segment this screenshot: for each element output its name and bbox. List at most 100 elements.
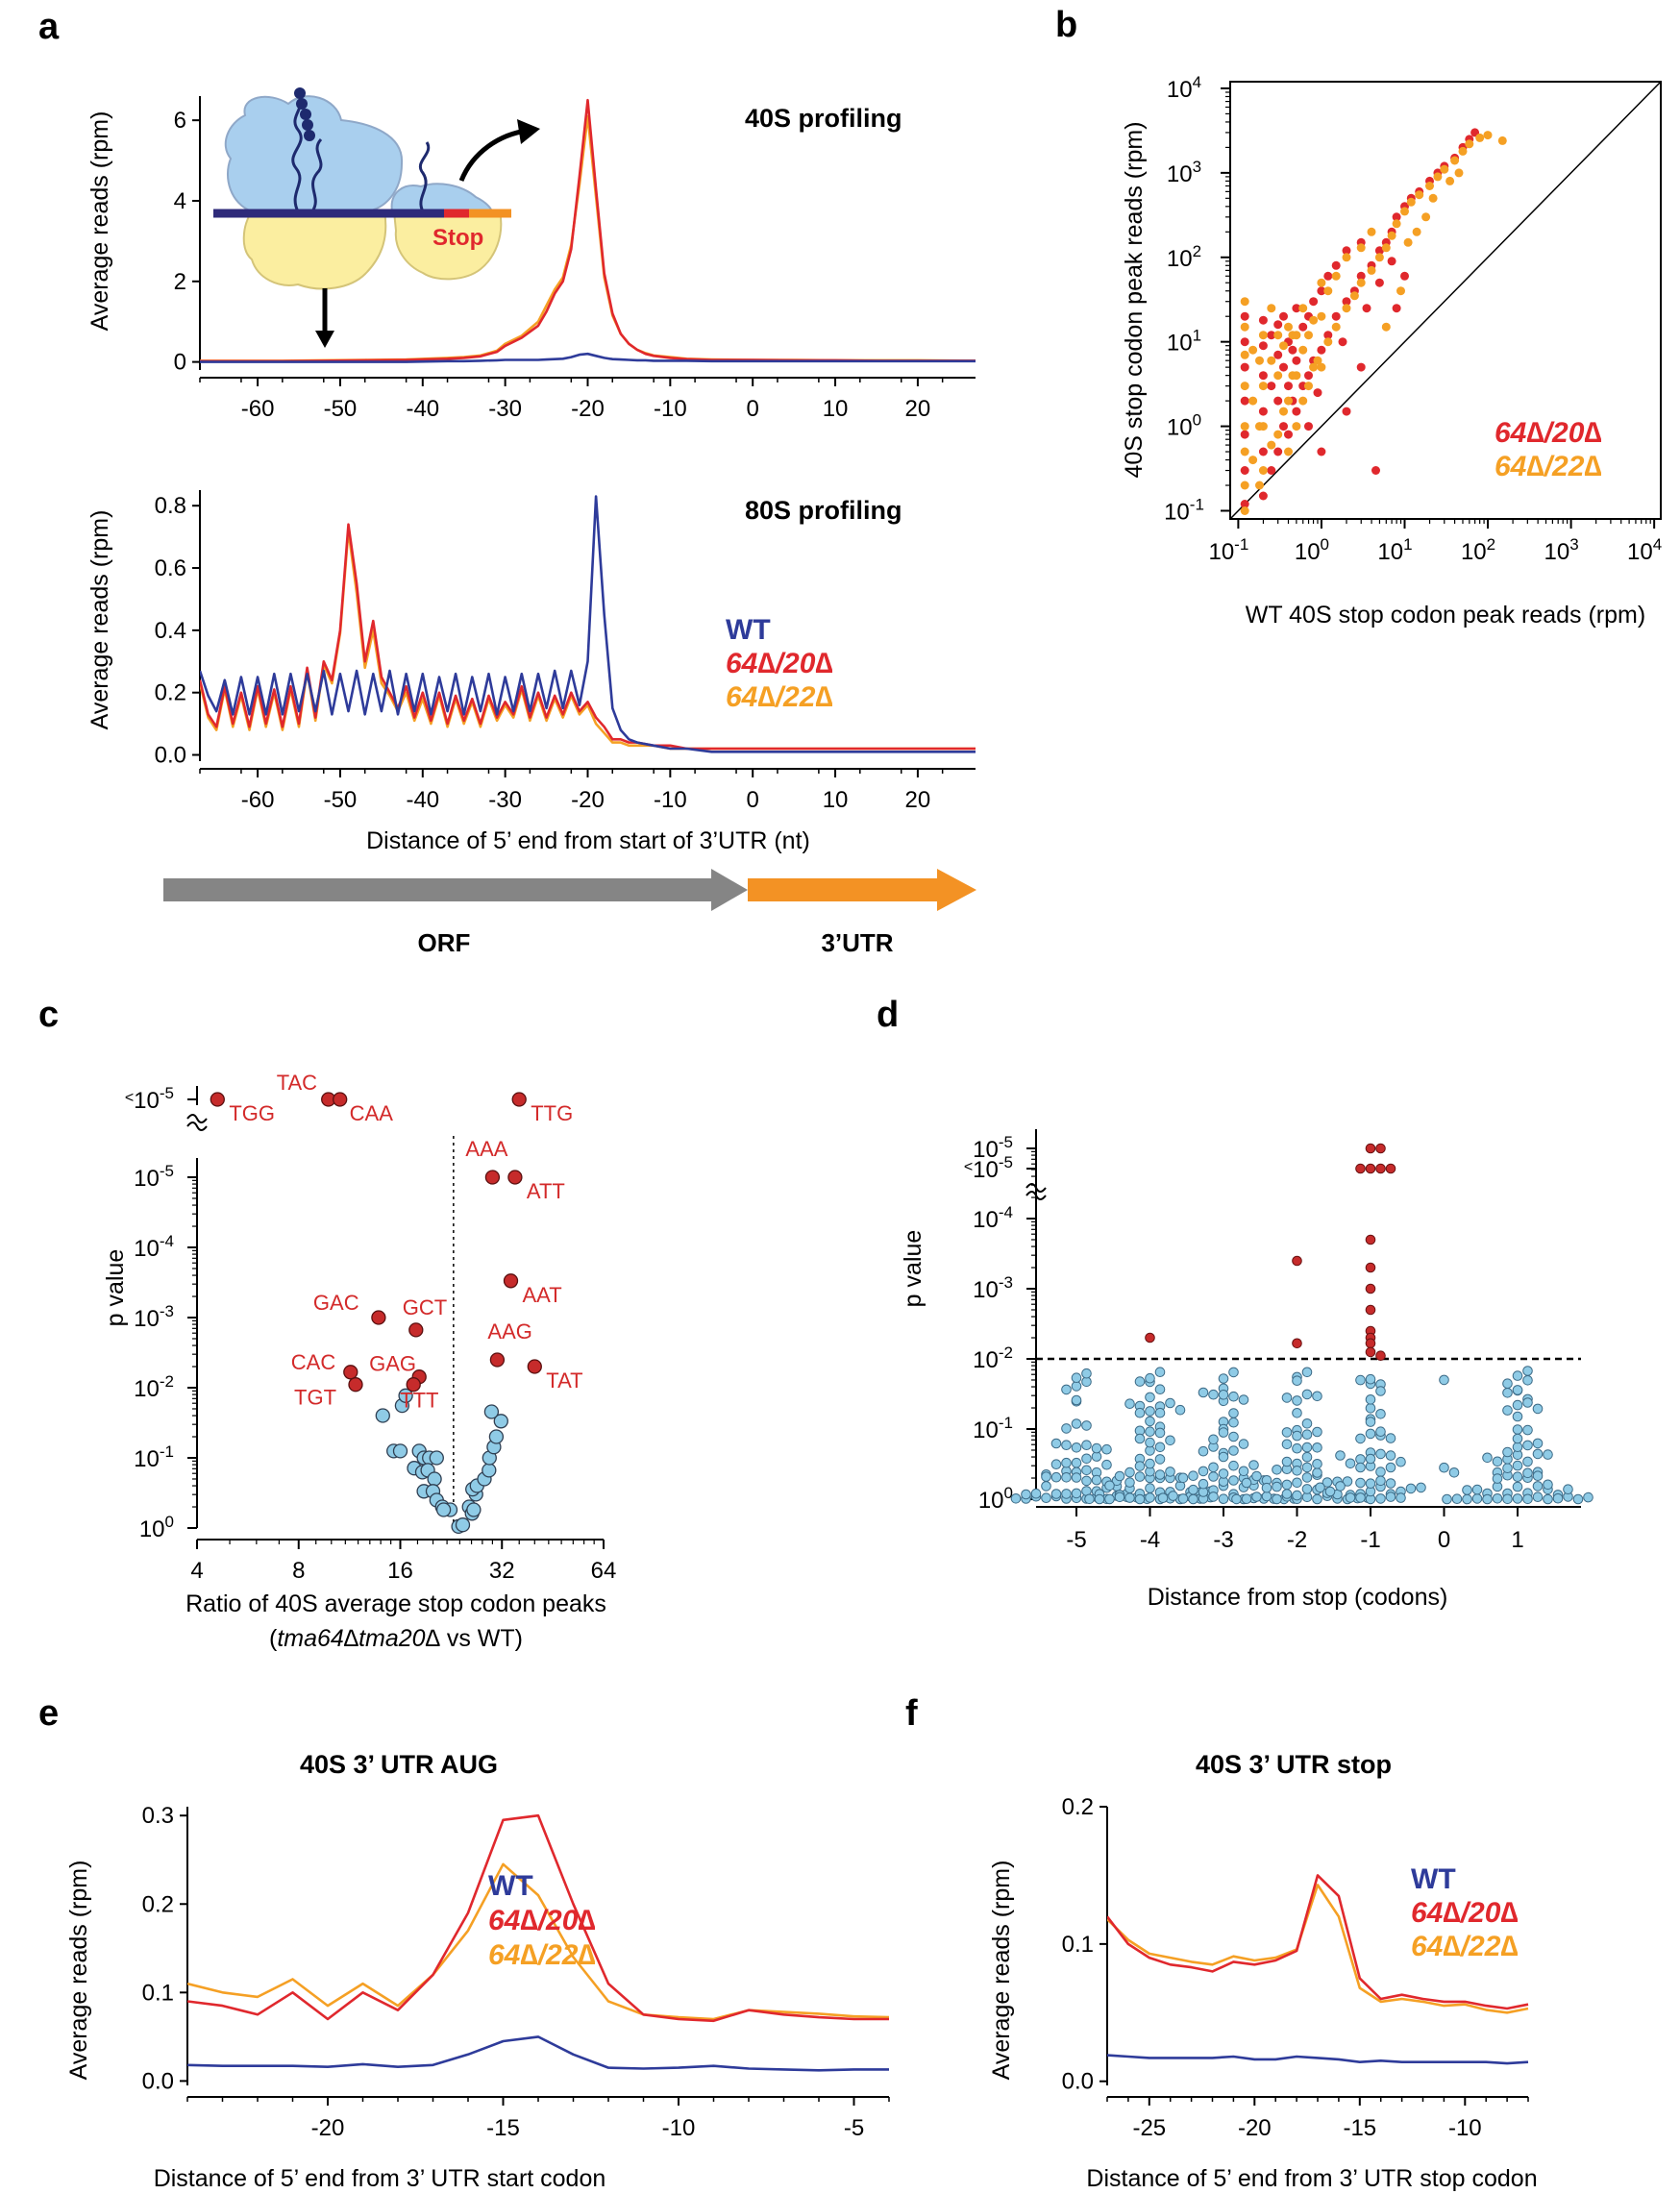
series-line-wt [1107, 2054, 1529, 2065]
x-tick-label: -40 [406, 396, 439, 422]
scatter-point-m22 [1284, 447, 1293, 456]
scatter-point-m22 [1396, 286, 1405, 296]
position-point-ns [1188, 1470, 1198, 1481]
position-point-ns [1385, 1462, 1396, 1473]
c-axes: 100 10-1 10-2 10-3 10-4 10-5 <10-5 4 8 16 32 64 [125, 1084, 617, 1584]
x-tick-label: -30 [488, 787, 522, 813]
scatter-point-m20 [1240, 396, 1249, 406]
position-point-ns [1563, 1484, 1573, 1494]
scatter-point-m22 [1323, 286, 1333, 296]
position-point-ns [1228, 1367, 1239, 1378]
position-point-sig [1145, 1332, 1155, 1344]
codon-label: TTG [531, 1101, 573, 1125]
position-point-ns [1492, 1456, 1503, 1467]
scatter-point-m20 [1279, 422, 1288, 431]
y-tick-label: 6 [174, 108, 186, 134]
x-tick-label: -15 [1343, 2115, 1376, 2141]
codon-label: AAT [522, 1283, 561, 1307]
position-point-sig [1365, 1163, 1376, 1174]
codon-label: TAT [546, 1368, 582, 1393]
position-point-ns [1145, 1492, 1155, 1503]
position-point-ns [1416, 1482, 1426, 1493]
scatter-point-m20 [1356, 271, 1366, 281]
scatter-point-m22 [1248, 396, 1258, 406]
e-ylabel: Average reads (rpm) [65, 1861, 92, 2081]
a-bottom-title: 80S profiling [745, 496, 902, 525]
position-point-ns [1439, 1462, 1449, 1473]
series-line-wt [200, 352, 976, 363]
position-point-ns [1061, 1489, 1072, 1499]
codon-label: ATT [527, 1179, 565, 1203]
position-point-ns [1301, 1462, 1313, 1473]
position-point-ns [1355, 1462, 1366, 1473]
scatter-point-m20 [1356, 362, 1366, 372]
codon-point-sig [484, 1170, 501, 1185]
f-axes: 0.0 0.1 0.2 -25 -20 -15 -10 [1062, 1794, 1529, 2141]
position-point-sig [1365, 1143, 1376, 1154]
x-tick-label: 1 [1511, 1527, 1523, 1553]
scatter-point-m20 [1240, 466, 1249, 475]
panel-label-f: f [905, 1693, 918, 1734]
scatter-point-m22 [1248, 456, 1258, 465]
position-point-ns [1342, 1476, 1353, 1487]
position-point-ns [1292, 1395, 1302, 1406]
c-xlabel-italic: tma64∆tma20∆ [277, 1625, 440, 1652]
position-point-ns [1208, 1471, 1219, 1482]
scatter-point-m22 [1240, 447, 1249, 456]
position-point-ns [1312, 1467, 1322, 1478]
position-point-ns [1292, 1466, 1302, 1476]
position-point-sig [1365, 1304, 1376, 1316]
codon-point-sig [489, 1352, 506, 1368]
legend-wt: WT [726, 614, 771, 646]
position-point-ns [1228, 1431, 1239, 1442]
scatter-point-m22 [1497, 136, 1507, 145]
position-point-ns [1228, 1445, 1239, 1456]
position-point-ns [1228, 1391, 1239, 1402]
scatter-point-m20 [1258, 371, 1268, 381]
y-tick-label: 10-2 [973, 1344, 1013, 1373]
codon-label: GCT [403, 1295, 447, 1319]
scatter-point-m20 [1317, 345, 1326, 355]
scatter-point-m22 [1367, 265, 1376, 275]
scatter-point-m20 [1304, 422, 1313, 431]
series-line-m22 [187, 1862, 890, 2021]
scatter-point-m22 [1258, 466, 1268, 475]
scatter-point-m22 [1255, 356, 1264, 365]
scatter-point-m22 [1374, 253, 1384, 262]
codon-point-sig [503, 1273, 519, 1289]
position-point-ns [1071, 1418, 1082, 1429]
large-subunit-shape-2 [392, 210, 503, 281]
position-point-ns [1543, 1479, 1553, 1491]
position-point-ns [1375, 1467, 1386, 1477]
scatter-point-m22 [1475, 133, 1485, 142]
x-tick-label: 20 [905, 396, 931, 422]
y-tick-label: 0.3 [142, 1803, 174, 1829]
position-point-ns [1050, 1438, 1062, 1449]
codon-point-ns [493, 1414, 508, 1429]
y-tick-label: 0.2 [1062, 1794, 1094, 1820]
position-point-ns [1124, 1398, 1135, 1409]
position-point-sig [1375, 1163, 1386, 1174]
y-tick-label: 10-1 [1164, 495, 1204, 525]
scatter-point-m22 [1240, 297, 1249, 307]
position-point-ns [1041, 1492, 1051, 1503]
diagonal-line [1229, 81, 1662, 520]
position-point-sig [1365, 1338, 1376, 1349]
position-point-ns [1248, 1460, 1259, 1470]
position-point-ns [1439, 1374, 1449, 1386]
position-point-ns [1281, 1456, 1293, 1467]
position-point-ns [1272, 1493, 1282, 1505]
position-point-ns [1522, 1366, 1533, 1376]
panel-label-e: e [38, 1693, 59, 1734]
series-line-m22 [1107, 1884, 1529, 2014]
position-point-ns [1365, 1403, 1376, 1414]
position-point-sig [1365, 1234, 1376, 1245]
position-point-ns [1512, 1481, 1523, 1492]
position-point-ns [1301, 1442, 1313, 1453]
position-point-ns [1124, 1492, 1135, 1503]
position-point-ns [1061, 1472, 1072, 1483]
scatter-point-m22 [1292, 371, 1301, 381]
x-tick-label: -1 [1360, 1527, 1380, 1553]
position-point-ns [1091, 1474, 1102, 1486]
